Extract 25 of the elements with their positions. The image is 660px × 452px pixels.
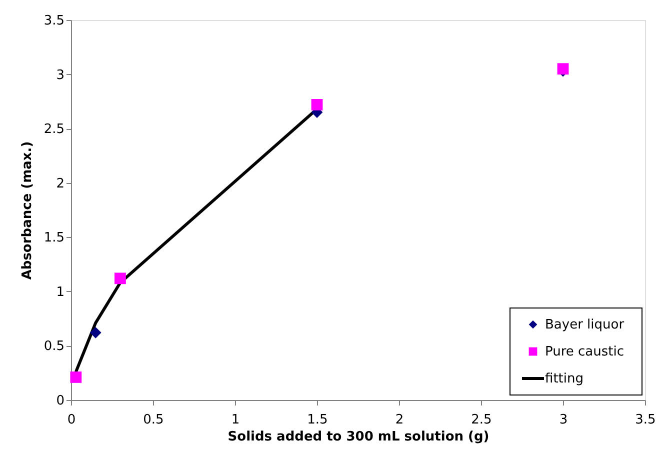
- point: [70, 372, 82, 383]
- y-tick-label: 0: [56, 394, 64, 408]
- y-tick-label: 3.5: [44, 14, 64, 28]
- x-tick-label: 2: [395, 412, 404, 428]
- x-axis-title: Solids added to 300 mL solution (g): [228, 430, 490, 444]
- y-tick-label: 0.5: [44, 339, 64, 354]
- x-tick-label: 0.5: [143, 412, 164, 428]
- x-tick-label: 2.5: [471, 412, 492, 428]
- y-tick-label: 1.5: [44, 230, 64, 246]
- point: [90, 326, 102, 338]
- y-tick-label: 2: [56, 176, 64, 192]
- x-tick-label: 3.5: [635, 412, 656, 428]
- y-axis-title: Absorbance (max.): [20, 141, 35, 280]
- point: [114, 272, 126, 284]
- y-tick-label: 3: [56, 68, 64, 83]
- x-tick-label: 0: [67, 412, 76, 428]
- legend-label: fitting: [545, 372, 584, 386]
- x-tick-label: 1: [231, 412, 240, 428]
- legend-label: Bayer liquor: [545, 318, 625, 332]
- x-tick-label: 3: [559, 412, 568, 428]
- y-tick-label: 2.5: [44, 122, 64, 138]
- point: [311, 98, 323, 110]
- y-tick-label: 1: [56, 284, 64, 300]
- x-tick-label: 1.5: [307, 412, 328, 428]
- legend-label: Pure caustic: [545, 344, 624, 360]
